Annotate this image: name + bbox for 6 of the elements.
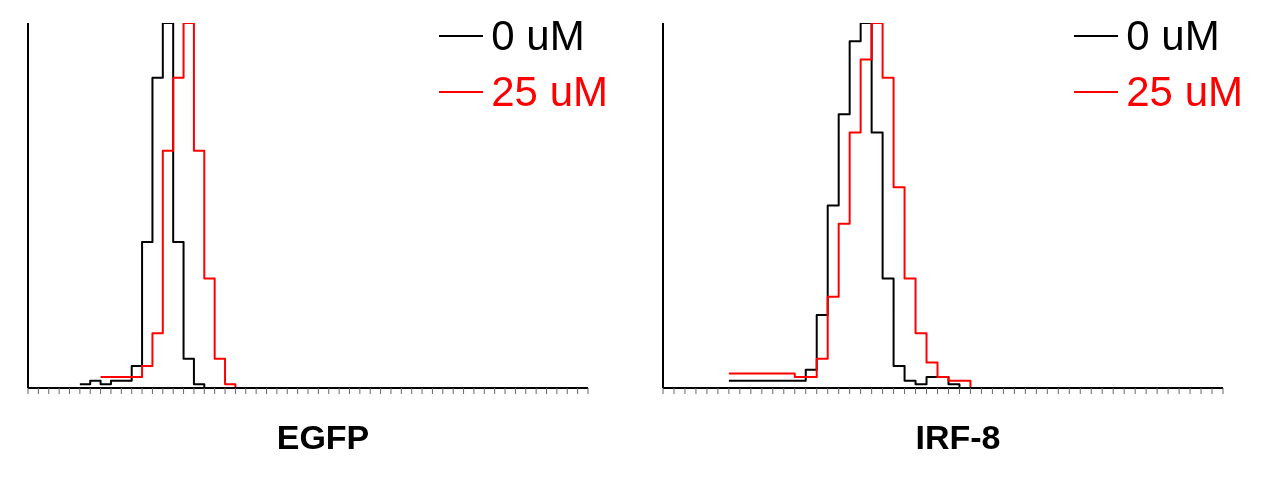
x-axis-title: IRF-8 bbox=[914, 418, 1002, 457]
legend-label: 0 uM bbox=[491, 11, 585, 61]
x-axis-title: EGFP bbox=[275, 418, 371, 457]
legend-label: 0 uM bbox=[1126, 11, 1220, 61]
legend-label: 25 uM bbox=[1126, 67, 1243, 117]
legend-label: 25 uM bbox=[491, 67, 608, 117]
